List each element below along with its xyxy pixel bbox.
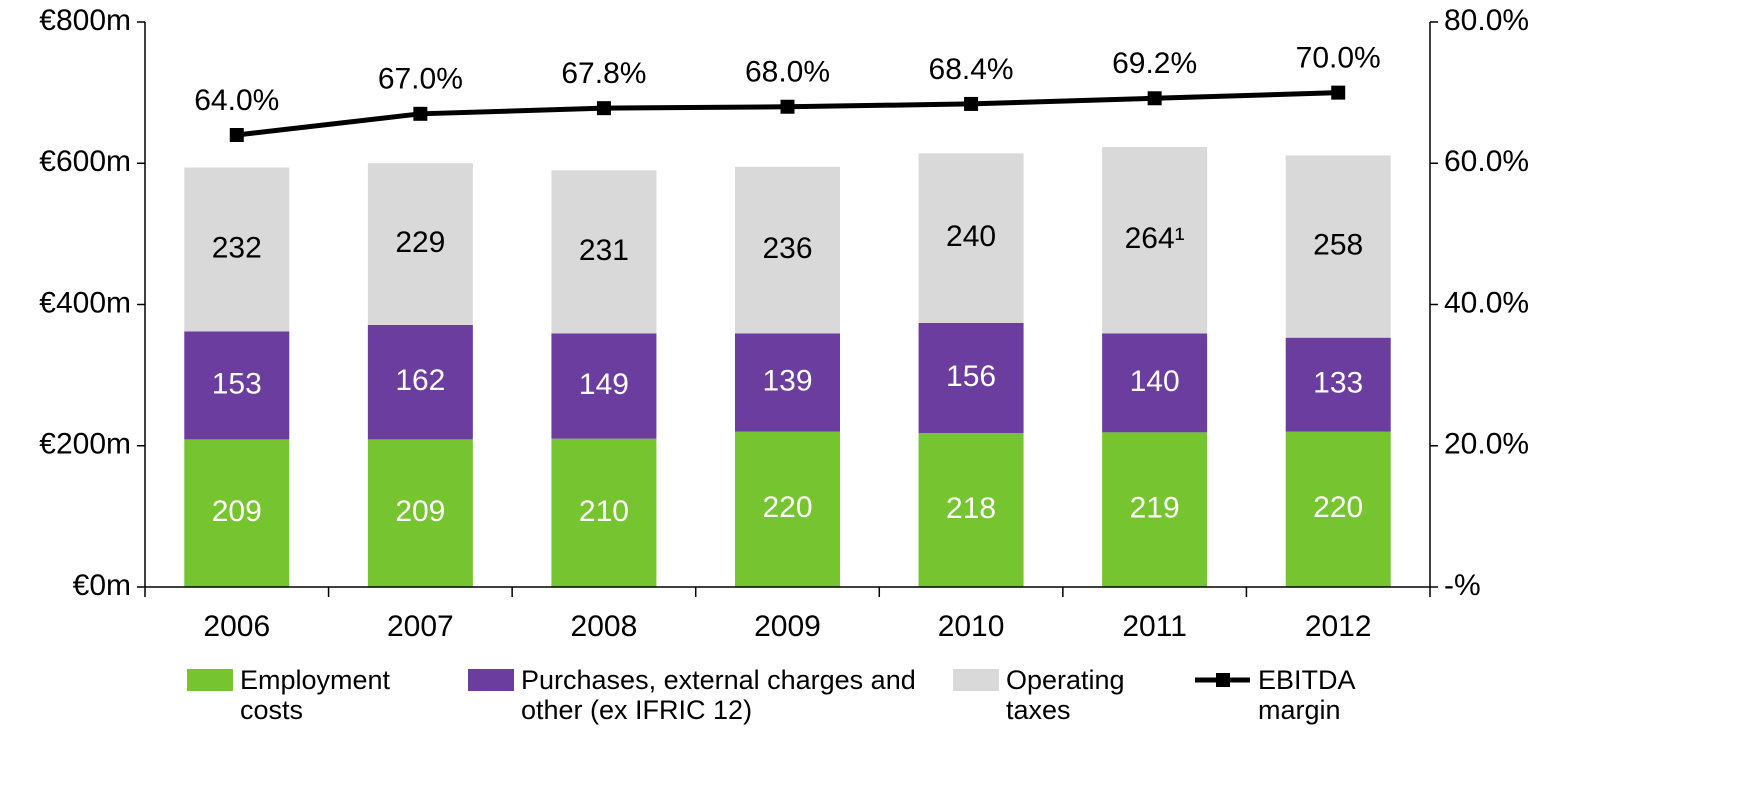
- y-tick-label: €400m: [39, 286, 131, 319]
- data-label: 229: [395, 226, 445, 259]
- legend-swatch: [953, 669, 999, 691]
- y-tick-label: €0m: [73, 569, 131, 602]
- bar-segment: [735, 431, 840, 587]
- bar-segment: [1102, 333, 1208, 433]
- x-tick-label: 2006: [203, 610, 270, 643]
- bar-segment: [367, 163, 473, 325]
- bar-segment: [918, 153, 1024, 323]
- bar-segment: [184, 167, 290, 332]
- line: [236, 90, 1339, 138]
- bar-segment: [184, 439, 290, 587]
- data-label: 232: [212, 231, 262, 264]
- bar-segment: [735, 166, 840, 334]
- legend-label: Operating taxes: [1006, 665, 1125, 725]
- bar-segment: [1102, 147, 1208, 334]
- data-label: 162: [395, 364, 445, 397]
- data-label: 220: [1313, 491, 1363, 524]
- line-marker: [964, 96, 979, 111]
- y-tick-label: €600m: [39, 145, 131, 178]
- data-label: 68.4%: [929, 53, 1014, 86]
- line-marker: [229, 128, 244, 142]
- bar-segment: [367, 324, 473, 440]
- bar-segment: [551, 438, 657, 587]
- data-label: 220: [762, 491, 812, 524]
- data-label: 67.0%: [378, 63, 463, 96]
- legend-label: EBITDA margin: [1258, 665, 1355, 725]
- y2-tick-label: 80.0%: [1444, 4, 1529, 37]
- data-label: 133: [1313, 367, 1363, 400]
- legend-marker: [1216, 673, 1230, 687]
- data-label: 149: [579, 368, 629, 401]
- data-label: 64.0%: [194, 84, 279, 117]
- y2-tick-label: 20.0%: [1444, 428, 1529, 461]
- data-label: 219: [1130, 492, 1180, 525]
- y-tick-label: €200m: [39, 428, 131, 461]
- bar-segment: [918, 433, 1024, 587]
- data-label: 140: [1130, 365, 1180, 398]
- bar-segment: [1285, 431, 1391, 587]
- bar-segment: [551, 333, 657, 439]
- legend-swatch: [468, 669, 514, 691]
- y2-tick-label: -%: [1444, 569, 1481, 602]
- legend-label: Purchases, external charges and other (e…: [521, 665, 916, 725]
- line-marker: [1331, 85, 1346, 100]
- line-marker: [413, 106, 428, 121]
- data-label: 240: [946, 220, 996, 253]
- legend-label: Employment costs: [240, 665, 391, 725]
- data-label: 70.0%: [1296, 42, 1381, 75]
- bar-segment: [735, 333, 840, 432]
- y-tick-label: €800m: [39, 4, 131, 37]
- data-label: 67.8%: [561, 57, 646, 90]
- x-tick-label: 2011: [1122, 610, 1187, 643]
- data-label: 210: [579, 495, 629, 528]
- x-tick-label: 2009: [754, 610, 821, 643]
- bar-segment: [1285, 155, 1391, 338]
- y2-tick-label: 40.0%: [1444, 286, 1529, 319]
- data-label: 231: [579, 234, 629, 267]
- x-tick-label: 2008: [571, 610, 638, 643]
- data-label: 258: [1313, 229, 1363, 262]
- data-label: 209: [395, 495, 445, 528]
- data-label: 264¹: [1125, 222, 1185, 255]
- x-tick-label: 2007: [387, 610, 454, 643]
- bar-segment: [918, 322, 1024, 434]
- x-tick-label: 2010: [938, 610, 1005, 643]
- data-label: 68.0%: [745, 56, 830, 89]
- data-label: 236: [762, 232, 812, 265]
- bar-segment: [367, 439, 473, 587]
- data-label: 69.2%: [1112, 47, 1197, 80]
- line-marker: [780, 99, 795, 114]
- data-label: 139: [762, 364, 812, 397]
- data-label: 153: [212, 367, 262, 400]
- legend-swatch: [187, 669, 233, 691]
- line-marker: [596, 101, 611, 116]
- line-marker: [1147, 91, 1162, 106]
- bar-segment: [551, 170, 657, 334]
- data-label: 209: [212, 495, 262, 528]
- data-label: 156: [946, 360, 996, 393]
- data-label: 218: [946, 492, 996, 525]
- bar-segment: [1285, 337, 1391, 432]
- bar-segment: [184, 331, 290, 440]
- bar-segment: [1102, 432, 1208, 587]
- y2-tick-label: 60.0%: [1444, 145, 1529, 178]
- x-tick-label: 2012: [1305, 610, 1372, 643]
